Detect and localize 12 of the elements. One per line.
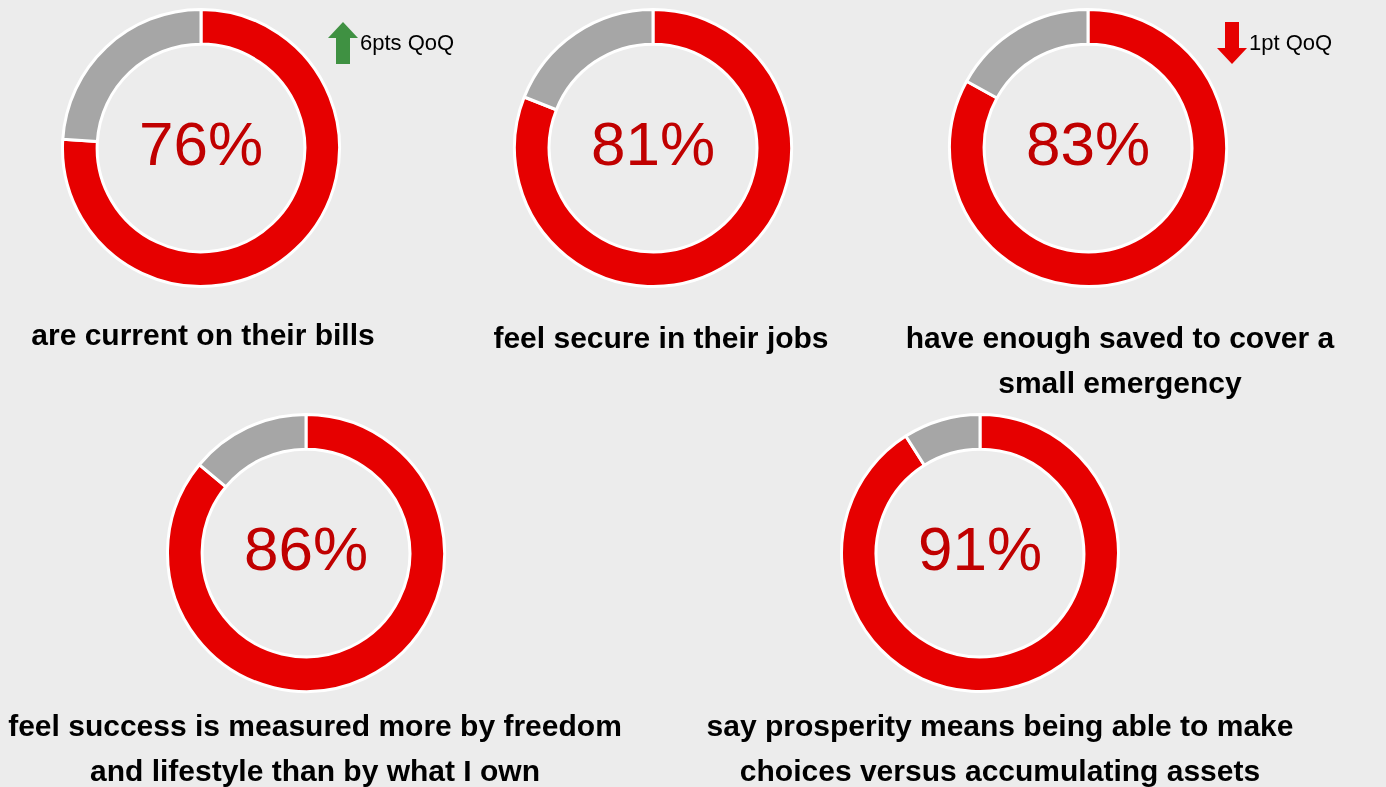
text: 1pt QoQ bbox=[1249, 30, 1333, 56]
data-label: 81% bbox=[590, 109, 716, 179]
text: are current on their bills bbox=[30, 317, 376, 353]
data-label: 76% bbox=[138, 109, 264, 179]
data-label: 83% bbox=[1025, 109, 1151, 179]
text: 6pts QoQ bbox=[360, 30, 455, 56]
text: have enough saved to cover a small emergency bbox=[904, 320, 1336, 401]
text: feel secure in their jobs bbox=[492, 320, 830, 356]
text: say prosperity means being able to make choices versus accumulating assets bbox=[705, 708, 1295, 787]
text: feel success is measured more by freedom and lifestyle than by what I own bbox=[7, 708, 623, 787]
data-label: 91% bbox=[917, 514, 1043, 584]
data-label: 86% bbox=[243, 514, 369, 584]
